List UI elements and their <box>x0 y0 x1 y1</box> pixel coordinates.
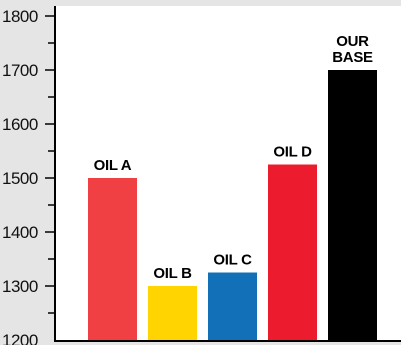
y-tick-label: 1700 <box>2 61 38 80</box>
bar-label: OUR <box>336 33 369 50</box>
bar-label: OIL A <box>94 157 132 174</box>
bar-oil-c <box>208 272 257 340</box>
bars <box>88 70 377 340</box>
y-tick-label: 1200 <box>2 331 38 345</box>
bar-oil-d <box>268 164 317 340</box>
bar-oil-b <box>148 286 197 340</box>
bar-label: OIL D <box>273 144 312 161</box>
bar-our-base <box>328 70 377 340</box>
y-tick-label: 1600 <box>2 115 38 134</box>
y-tick-label: 1300 <box>2 277 38 296</box>
bar-oil-a <box>88 178 137 340</box>
bar-label: OIL B <box>153 265 192 282</box>
y-tick-label: 1500 <box>2 169 38 188</box>
bar-label: OIL C <box>213 252 252 269</box>
y-tick-label: 1400 <box>2 223 38 242</box>
y-axis-ticks: 1200 1300 1400 1500 1600 1700 1800 <box>2 7 55 345</box>
y-tick-label: 1800 <box>2 7 38 26</box>
bar-label: BASE <box>332 49 373 66</box>
